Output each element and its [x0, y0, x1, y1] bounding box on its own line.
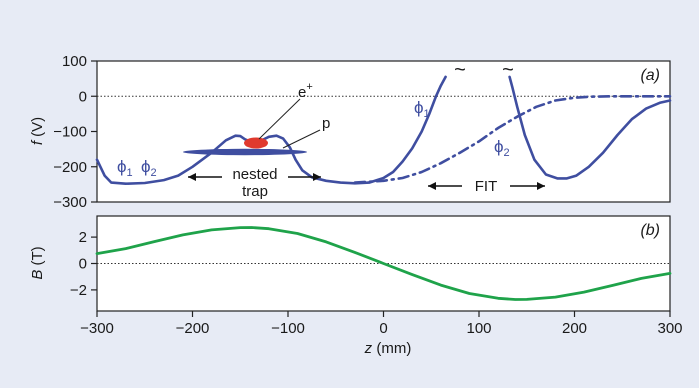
series-label-phi2-right: ϕ2	[494, 137, 510, 159]
axis-break-mark-left: ~	[454, 59, 466, 81]
panel-a-y-tick-label-4: −300	[53, 194, 87, 211]
panel-b-y-ticks: 2 0 −2	[70, 229, 97, 299]
nested-trap-arrowhead-right	[313, 173, 321, 181]
panel-a-series-1-line	[508, 75, 672, 180]
panel-a-series-0-line	[95, 75, 447, 185]
proton-pointer	[282, 129, 321, 149]
x-tick-label-1: −200	[176, 320, 210, 337]
proton-label: p	[322, 115, 330, 132]
panel-a-series-2-line	[353, 95, 672, 184]
panel-b-series-0-line	[95, 226, 672, 301]
panel-a-y-ticks: 100 0 −100 −200 −300	[53, 53, 97, 211]
series-label-phi1-right: ϕ1	[414, 98, 430, 120]
x-tick-label-5: 200	[562, 320, 587, 337]
panel-b-y-tick-label-2: −2	[70, 282, 87, 299]
panel-a-series	[95, 75, 672, 185]
positron-label: e+	[298, 81, 313, 101]
panel-b-field: 2 0 −2 −300 −200 −100 0 100 200 300 (b) B (T) z …	[29, 215, 683, 357]
x-tick-label-4: 100	[466, 320, 491, 337]
panel-a-label: (a)	[640, 67, 660, 84]
series-label-phi2-left: ϕ2	[141, 157, 157, 179]
panel-a-y-tick-label-2: −100	[53, 124, 87, 141]
series-label-phi1-left: ϕ1	[117, 157, 133, 179]
x-tick-label-2: −100	[271, 320, 305, 337]
panel-b-y-tick-label-1: 0	[79, 256, 87, 273]
panel-a-y-axis-label: f (V)	[29, 117, 46, 145]
fit-label: FIT	[475, 178, 498, 195]
x-tick-label-6: 300	[657, 320, 682, 337]
fit-arrowhead-right	[537, 182, 545, 190]
panel-a-y-tick-label-1: 0	[79, 88, 87, 105]
panel-b-x-ticks: −300 −200 −100 0 100 200 300	[80, 311, 683, 337]
panel-b-y-axis-label: B (T)	[29, 246, 46, 279]
positron-pointer	[258, 98, 301, 140]
x-tick-label-3: 0	[379, 320, 387, 337]
nested-trap-arrowhead-left	[188, 173, 196, 181]
panel-b-series	[95, 226, 672, 301]
positron-cloud	[244, 137, 268, 149]
nested-trap-label-line1: nested	[232, 166, 277, 183]
panel-b-label: (b)	[640, 222, 660, 239]
panel-b-y-tick-label-0: 2	[79, 229, 87, 246]
nested-trap-label-line2: trap	[242, 183, 268, 200]
panel-a-potential: 100 0 −100 −200 −300 (a) f (V) e+ p nested t…	[29, 53, 672, 211]
fit-arrowhead-left	[428, 182, 436, 190]
x-axis-label: z (mm)	[364, 340, 412, 357]
panel-a-y-tick-label-0: 100	[62, 53, 87, 70]
axis-break-mark-right: ~	[502, 59, 514, 81]
proton-cloud	[183, 148, 307, 156]
panel-a-y-tick-label-3: −200	[53, 159, 87, 176]
x-tick-label-0: −300	[80, 320, 114, 337]
